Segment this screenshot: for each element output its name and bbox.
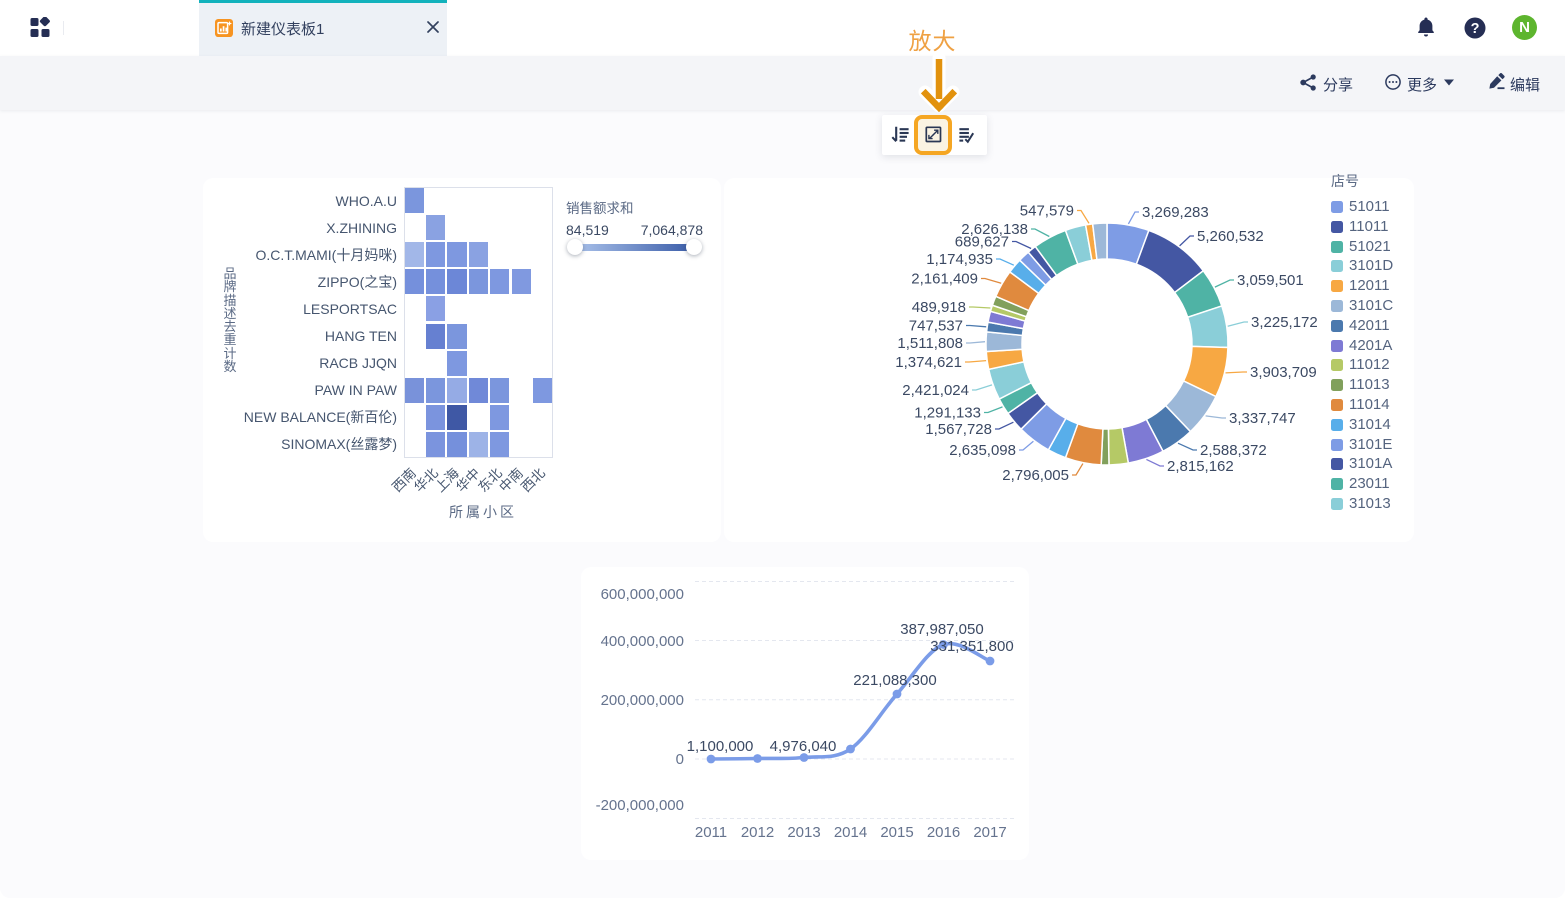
svg-text:?: ? <box>1471 21 1480 37</box>
